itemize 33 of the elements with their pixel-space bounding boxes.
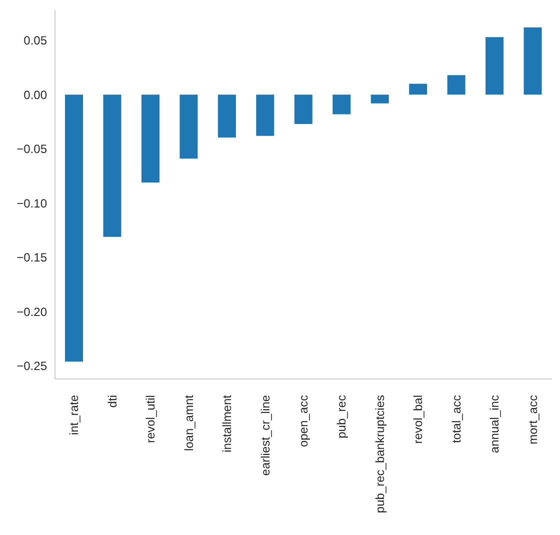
bar [332,94,351,114]
x-tick-label: revol_bal [411,395,426,444]
x-tick-label: pub_rec_bankruptcies [372,395,387,514]
bar [141,94,160,183]
x-tick-label: total_acc [449,395,464,444]
y-tick-label: 0.05 [24,34,48,48]
bar [524,27,542,95]
y-tick-label: −0.10 [16,196,48,210]
bar [370,94,389,104]
x-tick-label: pub_rec [334,395,349,438]
bar [486,37,504,95]
bar [409,84,428,95]
bar [218,94,236,138]
x-tick-label: revol_util [144,395,158,444]
x-tick-label: open_acc [296,395,310,448]
x-tick-label: loan_amnt [182,394,196,452]
y-tick-label: 0.00 [24,88,48,102]
x-tick-label: annual_inc [488,395,502,454]
bar [256,94,274,136]
bar [180,94,198,159]
x-tick-label: dti [105,395,120,408]
y-tick-label: −0.25 [16,359,48,374]
y-tick-label: −0.15 [16,250,48,265]
y-tick-label: −0.20 [16,304,48,319]
bar [447,75,466,95]
x-tick-label: int_rate [67,394,82,436]
x-tick-label: mort_acc [526,395,540,444]
x-tick-label: installment [220,394,234,452]
x-tick-label: earliest_cr_line [258,394,272,476]
y-tick-label: −0.05 [16,142,48,156]
bar [294,94,312,124]
bar [103,94,122,237]
bar [65,94,83,362]
